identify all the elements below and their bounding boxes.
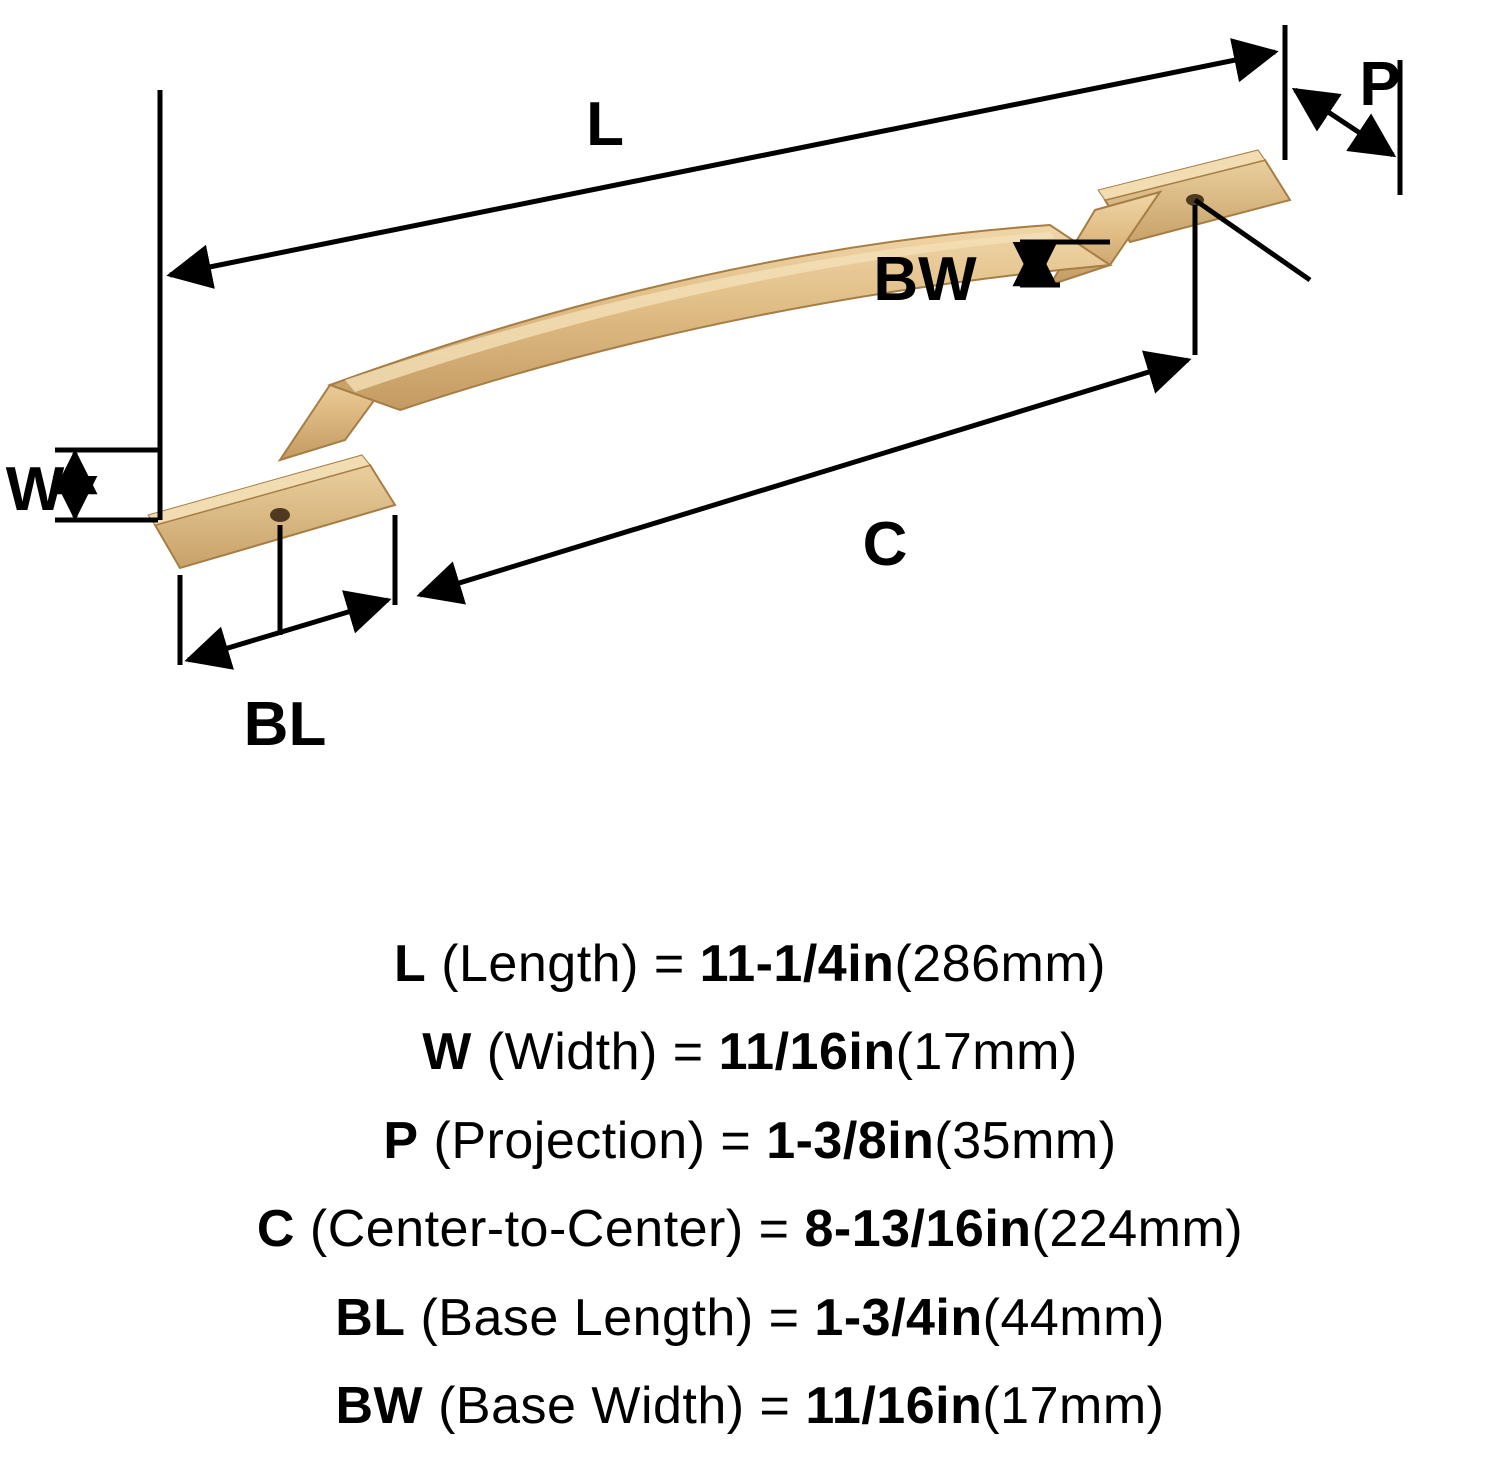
spec-metric: 224mm <box>1049 1200 1225 1258</box>
label-BW: BW <box>873 245 977 314</box>
spec-metric: 44mm <box>1000 1289 1146 1347</box>
spec-name: Length <box>459 935 621 993</box>
spec-line: C (Center-to-Center) = 8-13/16in(224mm) <box>0 1185 1500 1273</box>
spec-imperial: 11/16in <box>805 1377 982 1435</box>
spec-name: Center-to-Center <box>328 1200 726 1258</box>
extension-lines <box>55 25 1400 665</box>
spec-name: Width <box>505 1023 640 1081</box>
spec-sym: W <box>422 1023 472 1081</box>
spec-sym: BL <box>335 1289 405 1347</box>
spec-line: L (Length) = 11-1/4in(286mm) <box>0 920 1500 1008</box>
label-L: L <box>586 90 624 159</box>
spec-metric: 17mm <box>913 1023 1059 1081</box>
spec-imperial: 8-13/16in <box>804 1200 1031 1258</box>
label-BL: BL <box>244 690 327 759</box>
spec-imperial: 11-1/4in <box>700 935 895 993</box>
spec-metric: 35mm <box>952 1112 1098 1170</box>
spec-metric: 17mm <box>1000 1377 1146 1435</box>
dimension-arrows <box>75 52 1393 660</box>
spec-sym: BW <box>336 1377 424 1435</box>
dimension-diagram: L P BW W C BL <box>0 0 1500 880</box>
spec-line: BW (Base Width) = 11/16in(17mm) <box>0 1362 1500 1450</box>
label-C: C <box>863 510 908 579</box>
spec-line: W (Width) = 11/16in(17mm) <box>0 1008 1500 1096</box>
spec-sym: L <box>394 935 426 993</box>
spec-imperial: 1-3/4in <box>814 1289 982 1347</box>
spec-imperial: 1-3/8in <box>766 1112 934 1170</box>
label-P: P <box>1359 50 1400 119</box>
spec-name: Base Length <box>438 1289 736 1347</box>
spec-sym: P <box>383 1112 418 1170</box>
spec-name: Base Width <box>456 1377 727 1435</box>
spec-line: P (Projection) = 1-3/8in(35mm) <box>0 1097 1500 1185</box>
spec-name: Projection <box>451 1112 687 1170</box>
spec-metric: 286mm <box>912 935 1088 993</box>
label-W: W <box>6 455 65 524</box>
spec-sym: C <box>257 1200 295 1258</box>
specifications-block: L (Length) = 11-1/4in(286mm) W (Width) =… <box>0 920 1500 1450</box>
spec-imperial: 11/16in <box>719 1023 896 1081</box>
spec-line: BL (Base Length) = 1-3/4in(44mm) <box>0 1274 1500 1362</box>
